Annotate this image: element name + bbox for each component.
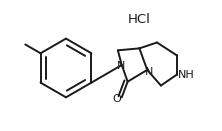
- Text: NH: NH: [178, 70, 195, 80]
- Text: O: O: [113, 94, 121, 104]
- Text: HCl: HCl: [128, 13, 151, 26]
- Text: N: N: [117, 61, 125, 71]
- Text: N: N: [145, 67, 153, 77]
